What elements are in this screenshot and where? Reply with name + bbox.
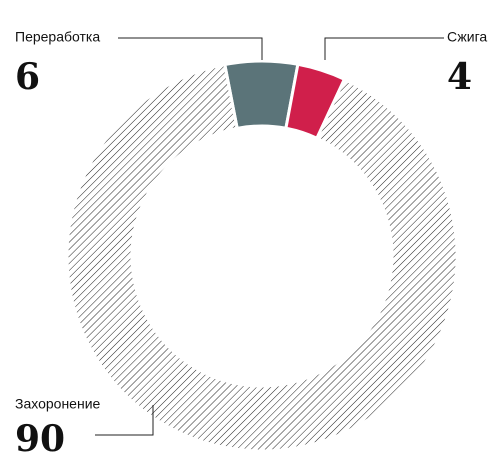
donut-segment <box>65 62 459 453</box>
category-label: Переработка <box>15 29 100 45</box>
value-label: 6 <box>15 56 40 98</box>
leader-line <box>95 405 154 436</box>
value-label: 4 <box>447 56 472 98</box>
leader-line <box>118 37 263 60</box>
leader-line <box>324 37 444 60</box>
category-label: Захоронение <box>15 396 101 412</box>
value-label: 90 <box>15 418 65 455</box>
category-label: Сжига <box>447 29 487 45</box>
